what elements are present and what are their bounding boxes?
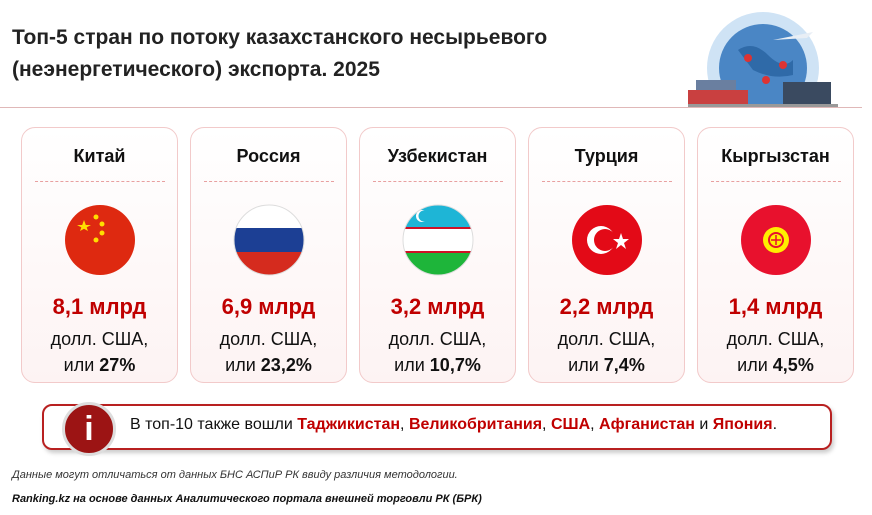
country-name: Узбекистан (387, 146, 488, 166)
country-name: Кыргызстан (721, 146, 830, 166)
share-prefix: или (737, 355, 768, 375)
divider (541, 181, 672, 182)
flag (64, 205, 135, 275)
header-rule (0, 107, 862, 108)
divider (203, 181, 334, 182)
country-name: Россия (236, 146, 301, 166)
separator: , (542, 416, 547, 433)
info-lead: В топ-10 также вошли (130, 416, 293, 433)
amount: 1,4 млрд (728, 294, 823, 319)
flag (571, 205, 642, 275)
divider (372, 181, 503, 182)
conjunction: и (699, 416, 709, 433)
flag (740, 205, 811, 275)
info-text: В топ-10 также вошли Таджикистан, Велико… (130, 416, 777, 434)
info-icon: i (62, 402, 116, 456)
country-name: Турция (574, 146, 639, 166)
country-card: Россия 6,9 млрд долл. США, или 23,2% (190, 127, 347, 383)
source: Ranking.kz на основе данных Аналитическо… (12, 493, 482, 505)
country-card: Турция 2,2 млрд долл. США, или 7,4% (528, 127, 685, 383)
unit: долл. США, (726, 329, 825, 349)
end-mark: . (772, 416, 778, 433)
share: 23,2% (260, 355, 312, 375)
info-country: Таджикистан (297, 416, 401, 433)
share-prefix: или (568, 355, 599, 375)
share: 27% (99, 355, 136, 375)
amount: 3,2 млрд (390, 294, 485, 319)
info-country: Великобритания (408, 416, 543, 433)
separator: , (400, 416, 405, 433)
share: 4,5% (772, 355, 814, 375)
flag (233, 204, 304, 276)
amount: 6,9 млрд (221, 294, 316, 319)
share-prefix: или (225, 355, 256, 375)
amount: 2,2 млрд (559, 294, 654, 319)
unit: долл. США, (219, 329, 318, 349)
country-card: Кыргызстан 1,4 млрд долл. США, или 4,5% (697, 127, 854, 383)
unit: долл. США, (50, 329, 149, 349)
share-prefix: или (63, 355, 95, 375)
info-box (42, 404, 832, 450)
country-card: Узбекистан 3,2 млрд долл. США, или 10,7% (359, 127, 516, 383)
share: 10,7% (429, 355, 481, 375)
amount: 8,1 млрд (52, 294, 147, 319)
title-line: (неэнергетического) экспорта. 2025 (12, 58, 380, 81)
share-prefix: или (394, 355, 425, 375)
country-card: Китай 8,1 млрд долл. США, или 27% (21, 127, 178, 383)
divider (34, 181, 165, 182)
flag (402, 204, 473, 276)
illustration (688, 12, 838, 108)
share: 7,4% (603, 355, 645, 375)
divider (710, 181, 841, 182)
info-country: Япония (712, 416, 773, 433)
title: Топ-5 стран по потоку казахстанского нес… (12, 22, 547, 86)
unit: долл. США, (388, 329, 487, 349)
title-line: Топ-5 стран по потоку казахстанского нес… (12, 26, 548, 49)
separator: , (590, 416, 595, 433)
info-country: США (550, 416, 591, 433)
country-name: Китай (73, 146, 126, 166)
footnote: Данные могут отличаться от данных БНС АС… (12, 469, 458, 481)
unit: долл. США, (557, 329, 656, 349)
info-country: Афганистан (599, 416, 695, 433)
